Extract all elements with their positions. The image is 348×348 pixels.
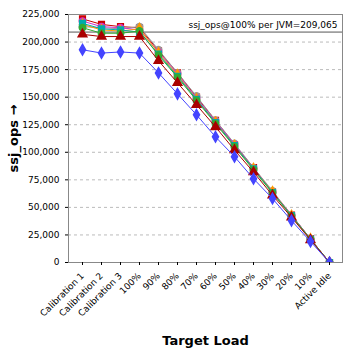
svg-text:100%: 100%: [118, 270, 144, 296]
svg-text:225,000: 225,000: [22, 9, 59, 19]
svg-text:40%: 40%: [236, 270, 258, 292]
svg-text:Calibration 2: Calibration 2: [57, 270, 105, 319]
svg-text:150,000: 150,000: [22, 92, 59, 102]
svg-text:100,000: 100,000: [22, 147, 59, 157]
svg-text:Target Load: Target Load: [162, 333, 249, 348]
svg-text:ssj_ops →: ssj_ops →: [6, 104, 22, 172]
svg-text:Calibration 3: Calibration 3: [76, 271, 124, 319]
svg-text:30%: 30%: [255, 270, 277, 292]
svg-text:0: 0: [54, 257, 60, 267]
svg-text:60%: 60%: [198, 270, 220, 292]
svg-text:10%: 10%: [292, 270, 314, 292]
svg-text:ssj_ops@100% per JVM=209,065: ssj_ops@100% per JVM=209,065: [188, 20, 337, 30]
svg-text:75,000: 75,000: [28, 175, 60, 185]
svg-text:70%: 70%: [179, 270, 201, 292]
svg-text:200,000: 200,000: [22, 37, 59, 47]
svg-text:90%: 90%: [141, 270, 163, 292]
svg-text:50%: 50%: [217, 270, 239, 292]
svg-text:Active Idle: Active Idle: [293, 270, 334, 311]
svg-text:80%: 80%: [160, 270, 182, 292]
svg-text:25,000: 25,000: [28, 230, 60, 240]
svg-text:50,000: 50,000: [28, 202, 60, 212]
svg-text:125,000: 125,000: [22, 120, 59, 130]
svg-text:20%: 20%: [274, 270, 296, 292]
svg-text:175,000: 175,000: [22, 64, 59, 74]
svg-text:Calibration 1: Calibration 1: [38, 270, 86, 319]
